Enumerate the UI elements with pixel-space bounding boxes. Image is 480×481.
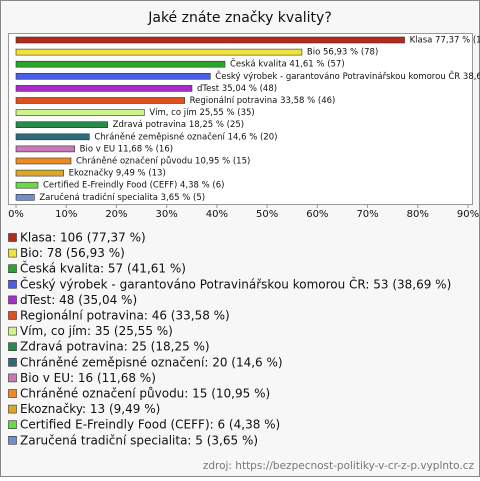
legend-label: Regionální potravina: 46 (33,58 %) xyxy=(20,309,230,323)
bar xyxy=(15,85,193,92)
bar xyxy=(15,194,35,201)
legend-label: Ekoznačky: 13 (9,49 %) xyxy=(20,402,160,416)
data-label: Zdravá potravina 18,25 % (25) xyxy=(113,120,244,130)
legend-swatch xyxy=(8,326,17,336)
bar xyxy=(15,121,108,128)
legend-swatch xyxy=(8,435,17,445)
x-tick-label: 80% xyxy=(407,209,429,220)
legend-swatch xyxy=(8,357,17,367)
legend-label: Bio v EU: 16 (11,68 %) xyxy=(20,371,156,385)
x-tick-label: 50% xyxy=(256,209,278,220)
legend-label: Česká kvalita: 57 (41,61 %) xyxy=(20,261,186,276)
data-label: dTest 35,04 % (48) xyxy=(197,84,277,94)
x-tick-label: 60% xyxy=(306,209,328,220)
legend-swatch xyxy=(8,233,17,242)
data-label: Certified E-Freindly Food (CEFF) 4,38 % … xyxy=(43,181,224,191)
legend-swatch xyxy=(8,279,17,289)
x-tick-label: 40% xyxy=(206,209,228,220)
legend-swatch xyxy=(8,342,17,352)
x-tick-label: 20% xyxy=(105,209,127,220)
bar xyxy=(15,73,211,80)
data-label: Bio 56,93 % (78) xyxy=(307,48,378,58)
bar xyxy=(15,157,72,165)
bar xyxy=(15,169,64,177)
legend-swatch xyxy=(8,373,17,383)
x-tick-label: 90% xyxy=(457,209,479,220)
data-label: Česká kvalita 41,61 % (57) xyxy=(230,58,345,70)
legend-swatch xyxy=(8,295,17,305)
data-label: Chráněné zeměpisné označení 14,6 % (20) xyxy=(94,131,277,142)
source: zdroj: https://bezpecnost-politiky-v-cr-… xyxy=(203,460,475,472)
data-label: Bio v EU 11,68 % (16) xyxy=(80,144,173,154)
legend-swatch xyxy=(8,311,17,320)
legend-swatch xyxy=(8,420,17,430)
bar xyxy=(15,109,145,116)
legend-label: Certified E-Freindly Food (CEFF): 6 (4,3… xyxy=(20,418,280,432)
legend-label: dTest: 48 (35,04 %) xyxy=(20,293,137,307)
data-label: Klasa 77,37 % (106) xyxy=(410,36,480,46)
data-label: Ekoznačky 9,49 % (13) xyxy=(69,168,166,179)
data-label: Český výrobek - garantováno Potravinářsk… xyxy=(215,70,480,82)
bar xyxy=(15,48,303,56)
legend-label: Bio: 78 (56,93 %) xyxy=(20,246,125,260)
legend-label: Chráněné zeměpisné označení: 20 (14,6 %) xyxy=(20,355,283,369)
bar xyxy=(15,97,185,104)
chart-title: Jaké znáte značky kvality? xyxy=(147,10,332,26)
legend-label: Vím, co jím: 35 (25,55 %) xyxy=(20,324,173,338)
data-label: Chráněné označení původu 10,95 % (15) xyxy=(76,156,250,167)
legend-swatch xyxy=(8,404,17,414)
legend-label: Zdravá potravina: 25 (18,25 %) xyxy=(20,340,210,354)
x-tick-label: 0% xyxy=(8,209,24,220)
x-tick-label: 10% xyxy=(55,209,77,220)
data-label: Vím, co jím 25,55 % (35) xyxy=(149,108,254,118)
legend-swatch xyxy=(8,248,17,258)
legend-label: Zaručená tradiční specialita: 5 (3,65 %) xyxy=(20,433,258,447)
bar xyxy=(15,133,90,141)
x-tick-label: 70% xyxy=(356,209,378,220)
legend-swatch xyxy=(8,264,17,274)
bar xyxy=(15,36,405,44)
x-tick-label: 30% xyxy=(156,209,178,220)
data-label: Zaručená tradiční specialita 3,65 % (5) xyxy=(39,192,205,203)
bar xyxy=(15,60,226,68)
bar xyxy=(15,145,75,153)
legend-swatch xyxy=(8,389,17,398)
legend-label: Klasa: 106 (77,37 %) xyxy=(20,231,146,245)
data-label: Regionální potravina 33,58 % (46) xyxy=(190,96,336,106)
legend-label: Český výrobek - garantováno Potravinářsk… xyxy=(20,276,451,291)
bar xyxy=(15,181,39,189)
legend-label: Chráněné označení původu: 15 (10,95 %) xyxy=(20,387,270,401)
